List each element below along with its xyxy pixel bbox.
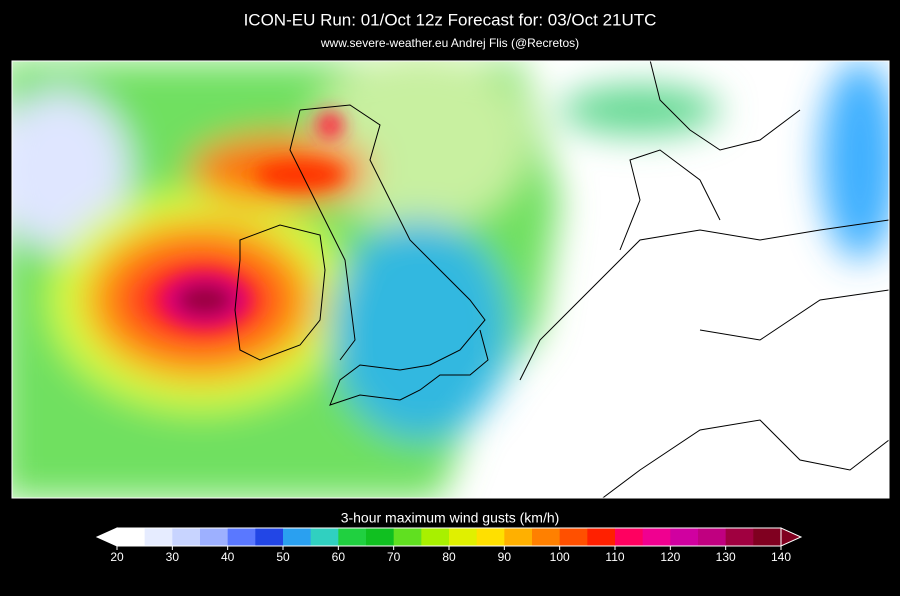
colorbar-segment: [725, 528, 754, 546]
colorbar-arrow-low: [95, 527, 118, 547]
colorbar-segment: [559, 528, 588, 546]
colorbar-segment: [117, 528, 146, 546]
colorbar-segment: [366, 528, 395, 546]
colorbar-segment: [283, 528, 312, 546]
colorbar-segment: [587, 528, 616, 546]
colorbar-tick-label: 100: [550, 550, 570, 564]
map: [12, 61, 889, 498]
colorbar-segment: [642, 528, 671, 546]
colorbar-tick-label: 60: [332, 550, 346, 564]
colorbar-segment: [615, 528, 644, 546]
colorbar-tick-label: 90: [498, 550, 512, 564]
colorbar-segment: [698, 528, 727, 546]
colorbar-tick-label: 30: [166, 550, 180, 564]
colorbar-segment: [532, 528, 561, 546]
colorbar-segment: [449, 528, 478, 546]
colorbar-segment: [227, 528, 256, 546]
map-frame: [11, 60, 890, 499]
colorbar-tick-label: 110: [605, 550, 624, 564]
subtitle: www.severe-weather.eu Andrej Flis (@Recr…: [320, 36, 579, 50]
colorbar-arrow-high: [780, 527, 803, 547]
colorbar-tick-label: 80: [442, 550, 456, 564]
title: ICON-EU Run: 01/Oct 12z Forecast for: 03…: [244, 10, 657, 29]
colorbar-tick-label: 70: [387, 550, 401, 564]
colorbar-segment: [476, 528, 505, 546]
colorbar-segment: [172, 528, 201, 546]
colorbar-segment: [310, 528, 339, 546]
colorbar-segment: [338, 528, 367, 546]
colorbar-segment: [200, 528, 229, 546]
colorbar-tick-label: 50: [276, 550, 290, 564]
colorbar-segment: [753, 528, 782, 546]
colorbar-segment: [504, 528, 533, 546]
colorbar-segment: [670, 528, 699, 546]
colorbar-tick-label: 140: [771, 550, 791, 564]
colorbar-segment: [393, 528, 422, 546]
colorbar-segment: [144, 528, 173, 546]
colorbar-segment: [255, 528, 284, 546]
colorbar-segment: [421, 528, 450, 546]
colorbar-tick-label: 120: [660, 550, 680, 564]
colorbar-tick-label: 130: [716, 550, 736, 564]
legend-label: 3-hour maximum wind gusts (km/h): [341, 510, 560, 526]
colorbar-tick-label: 20: [110, 550, 124, 564]
colorbar-tick-label: 40: [221, 550, 235, 564]
